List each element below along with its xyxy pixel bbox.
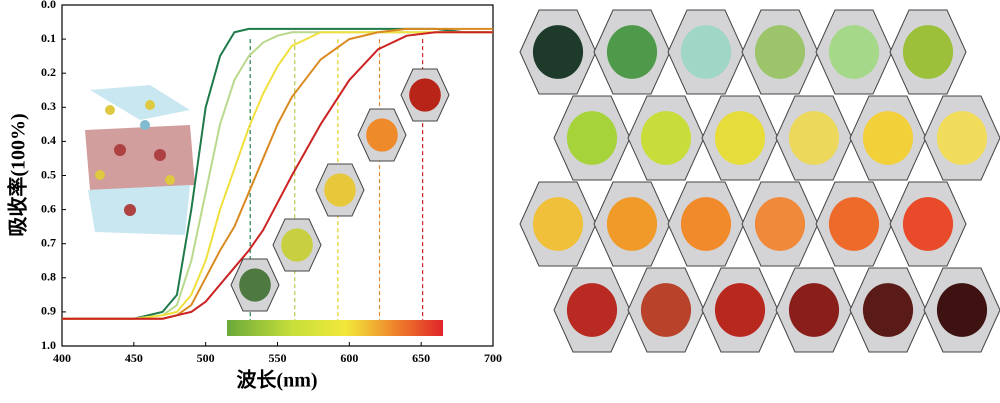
sample bbox=[849, 95, 927, 181]
sample bbox=[815, 181, 893, 267]
sample-powder bbox=[566, 283, 618, 337]
sample-powder bbox=[788, 111, 840, 165]
sample bbox=[741, 181, 819, 267]
y-tick-label: 0.0 bbox=[41, 0, 56, 11]
sample-powder bbox=[862, 111, 914, 165]
sample bbox=[272, 218, 322, 272]
y-tick-label: 0.4 bbox=[41, 133, 56, 147]
sample-powder bbox=[532, 25, 584, 79]
sample-powder bbox=[714, 111, 766, 165]
sample bbox=[667, 9, 745, 95]
sample bbox=[667, 181, 745, 267]
sample-powder bbox=[788, 283, 840, 337]
sample bbox=[519, 9, 597, 95]
sample bbox=[519, 181, 597, 267]
x-tick-label: 650 bbox=[412, 351, 430, 365]
sample-panel bbox=[519, 9, 1000, 353]
x-tick-label: 600 bbox=[340, 351, 358, 365]
sample-powder bbox=[680, 25, 732, 79]
sample bbox=[741, 9, 819, 95]
sample-powder bbox=[828, 25, 880, 79]
sample-powder bbox=[714, 283, 766, 337]
x-tick-label: 700 bbox=[484, 351, 502, 365]
sample-powder bbox=[902, 197, 954, 251]
sample-powder bbox=[680, 197, 732, 251]
x-tick-label: 400 bbox=[53, 351, 71, 365]
sample-powder bbox=[862, 283, 914, 337]
sample bbox=[627, 267, 705, 353]
y-tick-label: 0.7 bbox=[41, 235, 56, 249]
x-tick-label: 500 bbox=[197, 351, 215, 365]
sample bbox=[923, 95, 1000, 181]
sample-powder bbox=[606, 197, 658, 251]
sample bbox=[315, 163, 365, 217]
sample bbox=[701, 267, 779, 353]
sample bbox=[357, 108, 407, 162]
data-line bbox=[62, 31, 493, 320]
spectrum-bar bbox=[227, 320, 443, 336]
sample-powder bbox=[532, 197, 584, 251]
y-tick-label: 0.2 bbox=[41, 65, 56, 79]
sample bbox=[553, 95, 631, 181]
y-axis-label: 吸收率(100%) bbox=[6, 113, 30, 236]
sample bbox=[815, 9, 893, 95]
sample bbox=[701, 95, 779, 181]
y-tick-label: 0.6 bbox=[41, 201, 56, 215]
x-tick-label: 450 bbox=[125, 351, 143, 365]
x-tick-label: 550 bbox=[269, 351, 287, 365]
sample bbox=[593, 9, 671, 95]
sample bbox=[593, 181, 671, 267]
sample-powder bbox=[409, 78, 441, 112]
data-line bbox=[62, 31, 493, 320]
crystal-structure bbox=[85, 85, 195, 235]
sample bbox=[775, 267, 853, 353]
sample-powder bbox=[366, 118, 398, 152]
y-tick-label: 0.5 bbox=[41, 167, 56, 181]
sample bbox=[849, 267, 927, 353]
y-tick-label: 1.0 bbox=[41, 338, 56, 352]
sample-powder bbox=[754, 25, 806, 79]
sample-powder bbox=[754, 197, 806, 251]
y-tick-label: 0.8 bbox=[41, 270, 56, 284]
y-tick-label: 0.3 bbox=[41, 99, 56, 113]
x-axis-label: 波长(nm) bbox=[236, 369, 317, 392]
sample bbox=[923, 267, 1000, 353]
sample-powder bbox=[640, 283, 692, 337]
sample bbox=[889, 9, 967, 95]
sample bbox=[627, 95, 705, 181]
sample bbox=[400, 68, 450, 122]
y-tick-label: 0.1 bbox=[41, 31, 56, 45]
sample-powder bbox=[566, 111, 618, 165]
sample-powder bbox=[239, 268, 271, 302]
sample bbox=[775, 95, 853, 181]
sample-powder bbox=[606, 25, 658, 79]
sample-powder bbox=[902, 25, 954, 79]
sample-powder bbox=[828, 197, 880, 251]
sample bbox=[230, 258, 280, 312]
illustration bbox=[85, 85, 443, 336]
sample bbox=[889, 181, 967, 267]
sample-powder bbox=[640, 111, 692, 165]
sample-powder bbox=[936, 283, 988, 337]
sample bbox=[553, 267, 631, 353]
sample-powder bbox=[936, 111, 988, 165]
y-tick-label: 0.9 bbox=[41, 304, 56, 318]
sample-powder bbox=[281, 228, 313, 262]
sample-powder bbox=[324, 173, 356, 207]
